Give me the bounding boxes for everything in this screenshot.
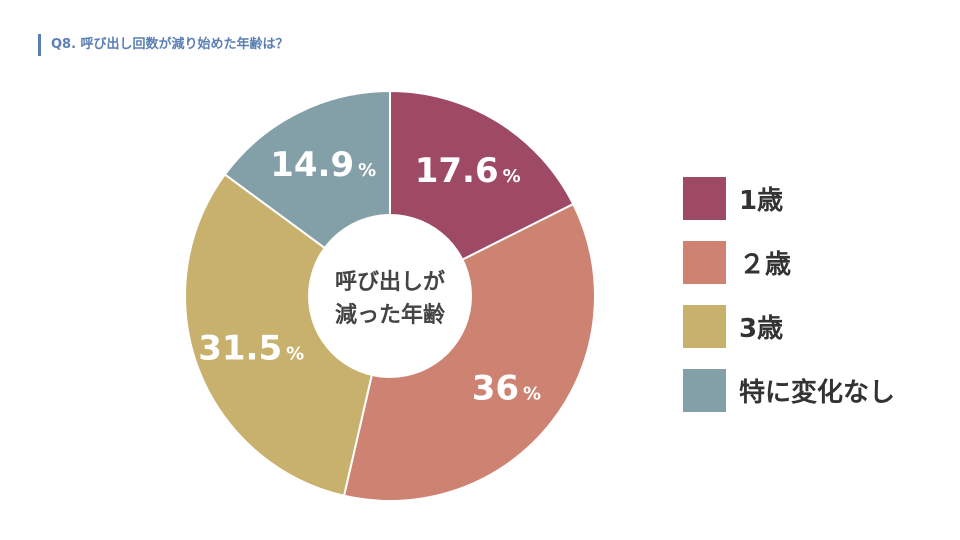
legend-label-1: 1歳 [739, 185, 784, 216]
legend-label-4: 特に変化なし [739, 377, 896, 408]
question-title: Q8. 呼び出し回数が減り始めた年齢は？ [38, 34, 289, 56]
slice-value-3: 31.5 [198, 328, 282, 368]
legend-item-1: 1歳 [683, 176, 895, 220]
center-label-line-2: 減った年齢 [335, 302, 446, 328]
slice-unit-3: % [286, 343, 304, 364]
legend-item-3: 3歳 [683, 304, 895, 348]
slice-value-4: 14.9 [270, 145, 354, 185]
legend-swatch-3 [683, 304, 726, 348]
slice-unit-2: % [523, 383, 541, 404]
slice-3 [184, 173, 392, 497]
donut-hole [308, 214, 472, 378]
legend-swatch-2 [683, 240, 726, 284]
legend-label-2: ２歳 [739, 249, 792, 280]
legend-swatch-1 [683, 176, 726, 220]
slice-2 [342, 202, 597, 503]
slice-label-3: 31.5% [198, 328, 304, 368]
slice-unit-1: % [503, 166, 521, 187]
slice-labels: 17.6 %36 %31.5 %14.9% [198, 145, 541, 409]
slice-label-1: 17.6% [415, 151, 521, 191]
slice-value-1: 17.6 [415, 151, 499, 191]
legend-swatch-4 [683, 368, 726, 412]
slice-label-4: 14.9% [270, 145, 376, 185]
slice-unit-4: % [358, 160, 376, 181]
legend-item-4: 特に変化なし [683, 368, 895, 412]
slice-value-2: 36 [472, 368, 519, 408]
legend: 1歳 ２歳 3歳 特に変化なし [683, 176, 895, 432]
center-label-line-1: 呼び出しが [335, 269, 445, 295]
legend-label-3: 3歳 [739, 313, 784, 344]
slice-label-2: 36% [472, 368, 541, 408]
legend-item-2: ２歳 [683, 240, 895, 284]
